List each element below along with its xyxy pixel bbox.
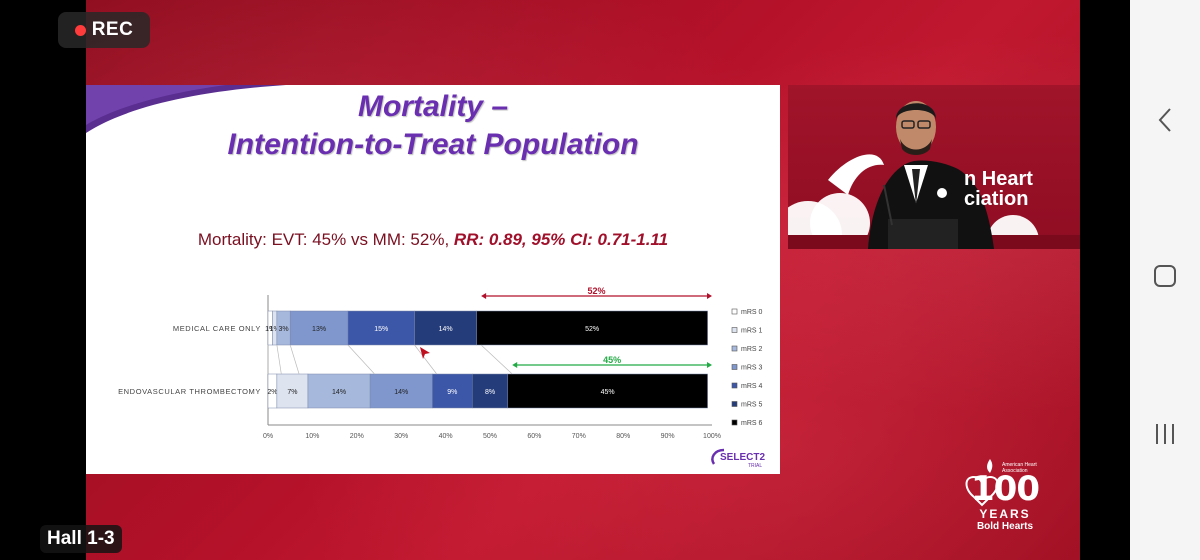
aha-tagline: Bold Hearts <box>976 521 1034 532</box>
connector-line <box>414 344 437 375</box>
aha-100-years-logo: American Heart Association 100 YEARS Bol… <box>960 455 1050 535</box>
legend-label: mRS 0 <box>741 309 763 316</box>
presentation-slide: Mortality – Intention-to-Treat Populatio… <box>86 85 780 474</box>
legend-label: mRS 2 <box>741 346 763 353</box>
aha-years-text: YEARS <box>979 507 1031 521</box>
annotation-arrow-right <box>707 293 712 299</box>
legend-swatch <box>731 364 738 370</box>
x-tick-label: 90% <box>661 433 675 440</box>
speaker-scene <box>788 101 1080 249</box>
segment-label: 8% <box>485 389 495 396</box>
hall-label: Hall 1-3 <box>40 525 122 553</box>
segment-label: 14% <box>332 389 346 396</box>
backdrop-association-text: n Heart ciation <box>964 168 1033 210</box>
category-label: ENDOVASCULAR THROMBECTOMY <box>118 387 261 396</box>
segment-label: 1% <box>265 326 275 333</box>
slide-swoosh-decoration <box>86 85 286 133</box>
aha-100-number: 100 <box>971 469 1040 509</box>
legend-label: mRS 5 <box>741 402 763 409</box>
legend-label: mRS 4 <box>741 383 763 390</box>
x-tick-label: 100% <box>703 433 721 440</box>
svg-text:SELECT2: SELECT2 <box>720 452 765 463</box>
back-chevron-icon[interactable] <box>1149 104 1181 136</box>
connector-line <box>347 344 375 375</box>
record-dot-icon <box>74 24 86 36</box>
segment-label: 45% <box>601 389 615 396</box>
svg-text:TRIAL: TRIAL <box>748 463 762 469</box>
bar-segment <box>307 373 371 409</box>
select2-logo: SELECT2 TRIAL <box>711 448 765 469</box>
segment-label: 13% <box>312 326 326 333</box>
annotation-arrow-left <box>512 362 518 368</box>
subtitle-relative-risk: RR: 0.89, 95% CI: 0.71-1.11 <box>453 230 669 249</box>
recording-badge[interactable]: REC <box>58 12 150 48</box>
annotation-arrow-right <box>707 362 712 368</box>
segment-label: 1% <box>270 326 280 333</box>
segment-label: 52% <box>585 326 599 333</box>
x-tick-label: 70% <box>572 433 586 440</box>
annotation-label: 52% <box>588 286 606 296</box>
segment-label: 15% <box>374 326 388 333</box>
speaker-video: n Heart ciation <box>788 85 1080 249</box>
android-nav-bar <box>1130 0 1200 560</box>
category-label: MEDICAL CARE ONLY <box>173 324 261 333</box>
legend-label: mRS 6 <box>741 420 763 427</box>
bar-segment <box>432 373 473 409</box>
bar-segment <box>507 373 708 409</box>
slide-subtitle: Mortality: EVT: 45% vs MM: 52%, RR: 0.89… <box>86 230 780 250</box>
connector-line <box>289 344 300 375</box>
x-tick-label: 50% <box>483 433 497 440</box>
home-square-icon[interactable] <box>1149 260 1181 292</box>
x-tick-label: 20% <box>350 433 364 440</box>
x-tick-label: 30% <box>394 433 408 440</box>
x-tick-label: 0% <box>263 433 273 440</box>
bar-segment <box>347 310 415 346</box>
segment-label: 7% <box>287 389 297 396</box>
x-tick-label: 40% <box>439 433 453 440</box>
segment-label: 14% <box>439 326 453 333</box>
slide-title-line2: Intention-to-Treat Population <box>227 128 639 161</box>
x-tick-label: 10% <box>305 433 319 440</box>
bar-segment <box>289 310 349 346</box>
legend-swatch <box>731 382 738 389</box>
recent-apps-icon[interactable] <box>1149 418 1181 450</box>
legend-swatch <box>731 327 738 333</box>
connector-line <box>480 344 513 375</box>
segment-label: 14% <box>394 389 408 396</box>
segment-label: 3% <box>278 326 288 333</box>
x-tick-label: 80% <box>616 433 630 440</box>
annotation-arrow-left <box>481 293 487 299</box>
annotation-label: 45% <box>603 355 621 365</box>
laser-pointer-icon <box>420 347 430 359</box>
legend-swatch <box>731 308 738 315</box>
heart-torch-icon <box>965 459 999 507</box>
bar-segment <box>476 310 708 346</box>
legend-label: mRS 1 <box>741 328 763 335</box>
legend-label: mRS 3 <box>741 365 763 372</box>
recording-label: REC <box>91 19 134 40</box>
legend-swatch <box>731 419 738 426</box>
legend-swatch <box>731 401 738 407</box>
subtitle-stats: Mortality: EVT: 45% vs MM: 52%, <box>197 230 454 249</box>
slide-title-line1: Mortality – <box>357 90 509 123</box>
legend-swatch <box>731 345 738 352</box>
connector-line <box>276 344 282 375</box>
mrs-stacked-bar-chart: 0% 10% 20% 30% 40% 50% 60% 70% 80% 90% 100% MEDICAL… <box>118 286 763 440</box>
bar-segment <box>414 310 477 346</box>
x-tick-label: 60% <box>527 433 541 440</box>
segment-label: 2% <box>267 389 277 396</box>
segment-label: 9% <box>447 389 457 396</box>
aha-small-text: American Heart Association <box>1002 462 1037 474</box>
